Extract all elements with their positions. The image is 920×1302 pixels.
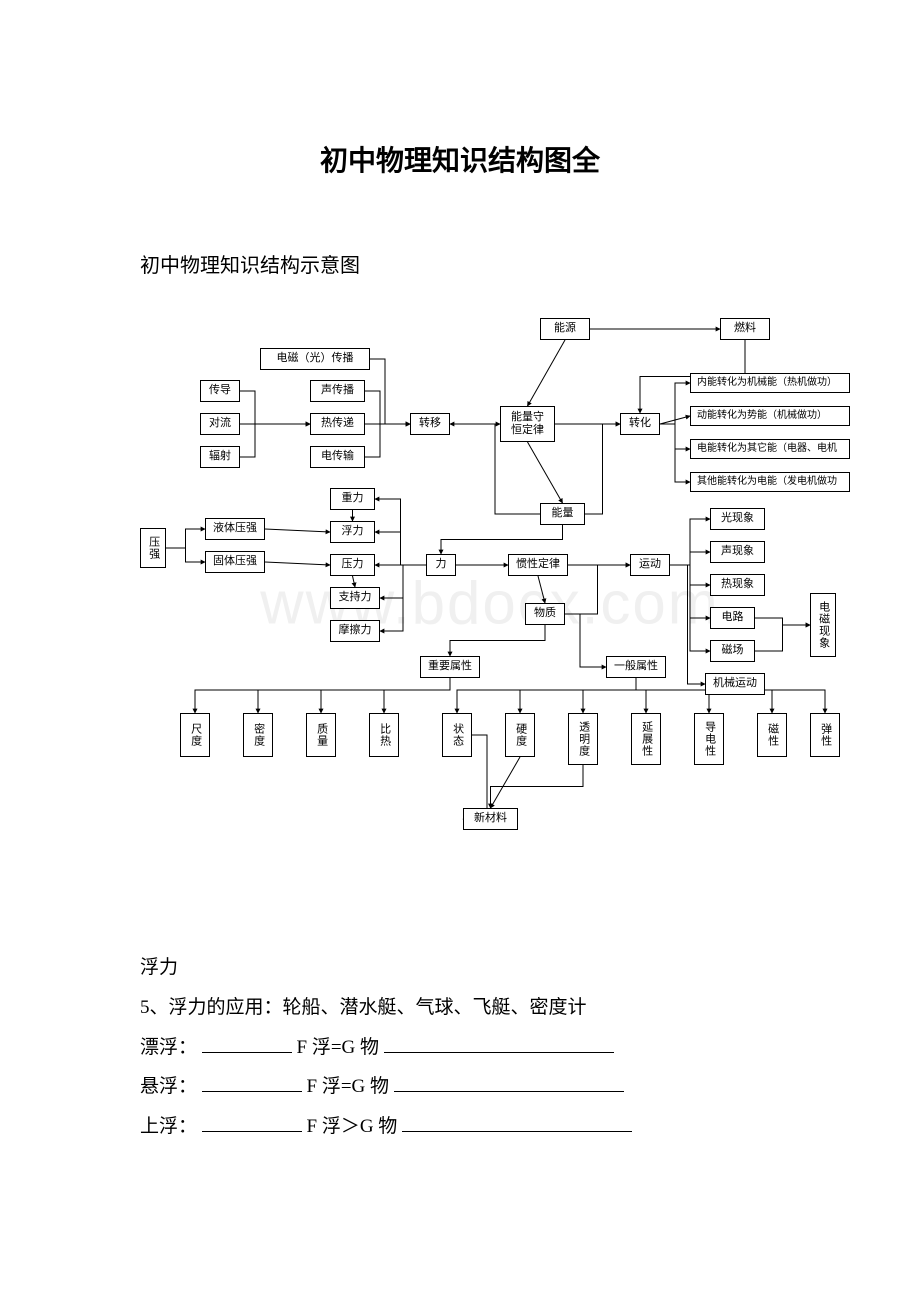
- diagram-node: 摩擦力: [330, 620, 380, 642]
- diagram-node: 电路: [710, 607, 755, 629]
- diagram-node: 硬度: [505, 713, 535, 757]
- diagram-node: 状态: [442, 713, 472, 757]
- diagram-node: 电能转化为其它能（电器、电机: [690, 439, 850, 459]
- diagram-node: 质量: [306, 713, 336, 757]
- diagram-node: 支持力: [330, 587, 380, 609]
- suspend-formula: F 浮=G 物: [307, 1076, 390, 1097]
- diagram-node: 传导: [200, 380, 240, 402]
- diagram-node: 弹性: [810, 713, 840, 757]
- blank: [402, 1111, 632, 1132]
- diagram-node: 辐射: [200, 446, 240, 468]
- diagram-node: 延展性: [631, 713, 661, 765]
- blank: [202, 1032, 292, 1053]
- buoyancy-applications: 5、浮力的应用：轮船、潜水艇、气球、飞艇、密度计: [140, 988, 780, 1028]
- suspend-row: 悬浮： F 浮=G 物: [140, 1067, 780, 1107]
- blank: [394, 1072, 624, 1093]
- diagram-node: 对流: [200, 413, 240, 435]
- rise-row: 上浮： F 浮＞G 物: [140, 1107, 780, 1147]
- diagram-node: 燃料: [720, 318, 770, 340]
- knowledge-diagram: www.bdocx.com 能源燃料电磁（光）传播传导声传播内能转化为机械能（热…: [130, 318, 850, 888]
- diagram-node: 固体压强: [205, 551, 265, 573]
- float-label: 漂浮：: [140, 1037, 197, 1058]
- diagram-node: 电传输: [310, 446, 365, 468]
- blank: [202, 1111, 302, 1132]
- diagram-node: 压力: [330, 554, 375, 576]
- diagram-node: 转移: [410, 413, 450, 435]
- diagram-node: 机械运动: [705, 673, 765, 695]
- suspend-label: 悬浮：: [140, 1076, 197, 1097]
- float-row: 漂浮： F 浮=G 物: [140, 1028, 780, 1068]
- diagram-node: 惯性定律: [508, 554, 568, 576]
- float-formula: F 浮=G 物: [297, 1037, 380, 1058]
- diagram-node: 浮力: [330, 521, 375, 543]
- diagram-node: 其他能转化为电能（发电机做功: [690, 472, 850, 492]
- diagram-node: 能源: [540, 318, 590, 340]
- main-title: 初中物理知识结构图全: [140, 139, 780, 179]
- diagram-node: 声现象: [710, 541, 765, 563]
- diagram-node: 压强: [140, 528, 166, 568]
- diagram-node: 热传递: [310, 413, 365, 435]
- diagram-node: 光现象: [710, 508, 765, 530]
- diagram-node: 密度: [243, 713, 273, 757]
- diagram-node: 磁场: [710, 640, 755, 662]
- diagram-node: 物质: [525, 603, 565, 625]
- diagram-node: 动能转化为势能（机械做功）: [690, 406, 850, 426]
- diagram-node: 导电性: [694, 713, 724, 765]
- diagram-node: 新材料: [463, 808, 518, 830]
- diagram-node: 电磁（光）传播: [260, 348, 370, 370]
- diagram-node: 重力: [330, 488, 375, 510]
- buoyancy-section: 浮力 5、浮力的应用：轮船、潜水艇、气球、飞艇、密度计 漂浮： F 浮=G 物 …: [140, 948, 780, 1147]
- section-heading: 浮力: [140, 948, 780, 988]
- sub-title: 初中物理知识结构示意图: [140, 249, 780, 278]
- diagram-node: 液体压强: [205, 518, 265, 540]
- diagram-node: 力: [426, 554, 456, 576]
- diagram-node: 热现象: [710, 574, 765, 596]
- diagram-node: 比热: [369, 713, 399, 757]
- diagram-node: 转化: [620, 413, 660, 435]
- diagram-node: 磁性: [757, 713, 787, 757]
- diagram-node: 电磁现象: [810, 593, 836, 657]
- diagram-node: 重要属性: [420, 656, 480, 678]
- diagram-node: 声传播: [310, 380, 365, 402]
- rise-formula: F 浮＞G 物: [307, 1116, 398, 1137]
- diagram-node: 一般属性: [606, 656, 666, 678]
- diagram-node: 运动: [630, 554, 670, 576]
- diagram-node: 透明度: [568, 713, 598, 765]
- blank: [202, 1072, 302, 1093]
- diagram-node: 尺度: [180, 713, 210, 757]
- diagram-node: 能量守恒定律: [500, 406, 555, 442]
- diagram-node: 内能转化为机械能（热机做功）: [690, 373, 850, 393]
- diagram-node: 能量: [540, 503, 585, 525]
- rise-label: 上浮：: [140, 1116, 197, 1137]
- blank: [384, 1032, 614, 1053]
